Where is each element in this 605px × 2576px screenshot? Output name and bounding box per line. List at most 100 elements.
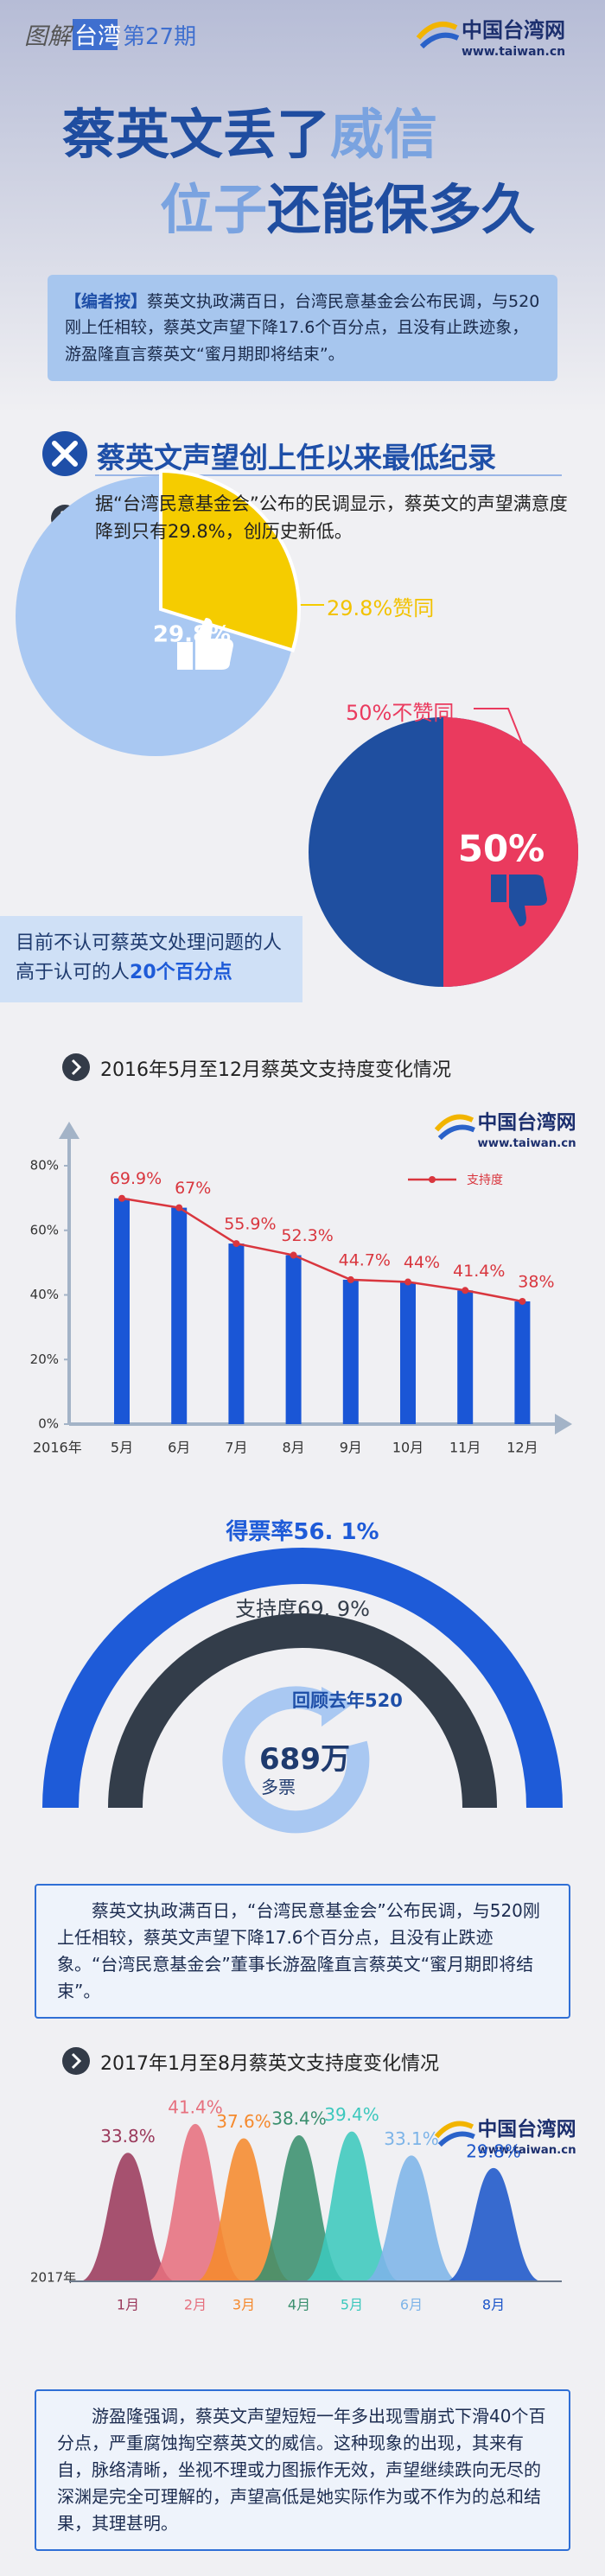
bar [228, 1243, 245, 1424]
y-tick-label: 40% [30, 1287, 59, 1302]
closing-box: 游盈隆强调，蔡英文声望短短一年多出现雪崩式下滑40个百分点，严重腐蚀掏空蔡英文的… [35, 2389, 570, 2551]
line-point [290, 1251, 297, 1259]
note-tag: 【编者按】 [65, 292, 148, 311]
value-label: 38% [518, 1272, 554, 1291]
arrow-chevron [71, 2052, 82, 2070]
line-point [118, 1194, 125, 1202]
legend-label: 支持度 [467, 1174, 503, 1187]
bar [457, 1290, 474, 1424]
x-tick-label: 1月 [117, 2297, 139, 2313]
logo-swoosh [416, 22, 458, 40]
x-tick-label: 11月 [449, 1440, 481, 1456]
bar [171, 1207, 188, 1424]
x-tick-label: 6月 [168, 1440, 190, 1456]
support-line [121, 1197, 523, 1303]
bar [400, 1282, 416, 1424]
chart-title: 2017年1月至8月蔡英文支持度变化情况 [100, 2053, 439, 2075]
pie-slice [159, 468, 301, 653]
votes-unit: 多票 [261, 1777, 296, 1797]
bar [114, 1198, 130, 1424]
x-tick-label: 4月 [288, 2297, 310, 2313]
value-label: 41.4% [453, 1262, 505, 1281]
value-label: 29.8% [466, 2140, 521, 2161]
note-bg [0, 916, 302, 1002]
value-label: 41.4% [168, 2096, 223, 2117]
summary-box: 蔡英文执政满百日，“台湾民意基金会”公布民调，与520刚上任相较，蔡英文声望下降… [35, 1884, 570, 2019]
line-point [175, 1204, 183, 1212]
logo-swoosh [419, 32, 460, 49]
note-text: 蔡英文执政满百日，台湾民意基金会公布民调，与520刚上任相较，蔡英文声望下降17… [65, 292, 540, 364]
logo-name: 中国台湾网 [462, 18, 565, 42]
bar [285, 1255, 302, 1424]
year-label: 2016年 [33, 1440, 82, 1456]
x-tick-label: 3月 [232, 2297, 255, 2313]
votes: 689万 [259, 1742, 350, 1777]
pie-caption: 50%不赞同 [346, 701, 455, 725]
x-tick-label: 8月 [482, 2297, 505, 2313]
logo-url: www.taiwan.cn [478, 2144, 576, 2157]
title-part: 还能保多久 [267, 178, 536, 241]
x-tick-label: 5月 [341, 2297, 363, 2313]
x-tick-label: 12月 [506, 1440, 538, 1456]
arc-label: 得票率56. 1% [226, 1519, 379, 1545]
logo-url: www.taiwan.cn [462, 45, 565, 59]
series-label: 台湾 [74, 23, 121, 50]
value-label: 38.4% [271, 2109, 327, 2129]
logo-swoosh [434, 2121, 474, 2139]
line-point [462, 1287, 469, 1294]
pie-caption: 29.8%赞同 [327, 596, 435, 620]
bar [342, 1279, 359, 1424]
bar [514, 1301, 531, 1424]
thumb-up-icon [177, 618, 233, 670]
recall-arrow [322, 1687, 353, 1727]
logo-swoosh [434, 1114, 474, 1132]
pie-slice [443, 717, 578, 987]
section-heading: 蔡英文声望创上任以来最低纪录 [97, 441, 496, 474]
value-label: 33.8% [100, 2126, 156, 2147]
title-line: 位子还能保多久 [160, 166, 535, 244]
recall-label: 回顾去年520 [292, 1690, 403, 1711]
line-point [232, 1240, 240, 1248]
y-tick-label: 0% [38, 1416, 59, 1432]
arrow-chevron [71, 1059, 82, 1076]
year-label: 2017年 [30, 2270, 76, 2286]
note-text: 目前不认可蔡英文处理问题的人高于认可的人 [16, 932, 283, 984]
x-tick-label: 9月 [340, 1440, 362, 1456]
value-label: 44% [404, 1253, 440, 1272]
line-point [404, 1278, 411, 1286]
y-tick-label: 20% [30, 1352, 59, 1367]
value-label: 69.9% [110, 1169, 162, 1188]
value-label: 37.6% [216, 2111, 271, 2132]
arc-label: 支持度69. 9% [235, 1597, 370, 1621]
y-tick-label: 60% [30, 1222, 59, 1237]
value-label: 39.4% [324, 2104, 379, 2125]
series-label: 图解 [24, 23, 71, 50]
value-label: 52.3% [281, 1226, 333, 1245]
arrow-icon [62, 2047, 90, 2075]
x-tick-label: 8月 [283, 1440, 305, 1456]
line-point [519, 1297, 526, 1305]
logo-url: www.taiwan.cn [478, 1137, 576, 1150]
x-tick-label: 10月 [392, 1440, 424, 1456]
line-point [347, 1275, 354, 1283]
issue: 第27期 [123, 24, 197, 50]
vote-arc [42, 1548, 563, 1809]
thumb-down-icon [491, 875, 547, 926]
arrow-icon [62, 1053, 90, 1081]
peak [445, 2167, 542, 2281]
support-arc [108, 1613, 497, 1809]
legend-dot [429, 1176, 436, 1183]
value-label: 55.9% [224, 1215, 276, 1234]
peak [363, 2155, 460, 2281]
recall-ring [222, 1686, 370, 1834]
section-text: 据“台湾民意基金会”公布的民调显示，蔡英文的声望满意度降到只有29.8%，创历史… [95, 493, 568, 542]
title-part: 位子 [160, 178, 268, 241]
logo-name: 中国台湾网 [478, 1111, 576, 1135]
title-part: 威信 [330, 103, 438, 166]
logo-name: 中国台湾网 [478, 2118, 576, 2141]
chart-title: 2016年5月至12月蔡英文支持度变化情况 [100, 1059, 451, 1081]
title-part: 蔡英文丢了 [62, 103, 331, 166]
x-tick-label: 7月 [225, 1440, 247, 1456]
logo-swoosh [437, 1124, 475, 1141]
